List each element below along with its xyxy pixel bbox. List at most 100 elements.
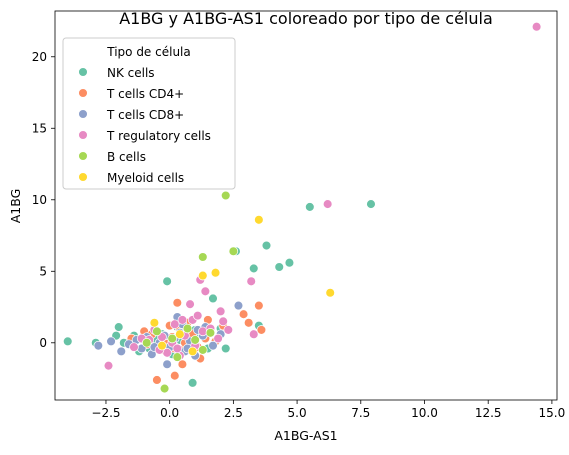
data-point — [274, 262, 284, 272]
series-5 — [149, 215, 335, 357]
data-point — [220, 343, 231, 354]
x-axis: −2.5 0.0 2.5 5.0 7.5 10.0 12.5 15.0 — [91, 400, 565, 420]
data-point — [198, 252, 208, 262]
legend-marker — [78, 88, 88, 98]
legend-label: B cells — [107, 150, 146, 164]
x-tick-label: −2.5 — [91, 406, 120, 420]
data-point — [284, 257, 295, 268]
data-point — [177, 315, 188, 325]
x-tick-label: 2.5 — [224, 406, 243, 420]
data-point — [325, 287, 335, 298]
x-tick-label: 12.5 — [475, 406, 502, 420]
data-point — [261, 240, 272, 251]
legend-label: Myeloid cells — [107, 171, 184, 185]
data-point — [190, 335, 200, 345]
x-tick-label: 0.0 — [160, 406, 179, 420]
data-point — [185, 299, 195, 309]
data-point — [182, 323, 193, 334]
x-tick-label: 7.5 — [351, 406, 370, 420]
data-point — [233, 300, 244, 311]
data-point — [213, 333, 223, 344]
data-point — [208, 293, 218, 304]
legend-marker — [78, 109, 88, 119]
y-tick-label: 10 — [32, 193, 47, 207]
data-point — [62, 336, 73, 347]
data-point — [157, 340, 167, 351]
data-point — [254, 300, 264, 311]
data-point — [210, 267, 221, 278]
data-point — [162, 276, 172, 287]
points-layer — [62, 21, 542, 394]
data-point — [106, 336, 116, 347]
legend-marker — [78, 151, 88, 161]
data-point — [218, 316, 228, 327]
data-point — [238, 309, 249, 319]
data-point — [175, 329, 185, 339]
data-point — [305, 202, 315, 212]
y-tick-label: 15 — [32, 121, 47, 135]
data-point — [152, 326, 162, 337]
data-point — [93, 340, 104, 351]
data-point — [177, 359, 188, 370]
legend-entries: NK cells T cells CD4+ T cells CD8+ T regula… — [78, 66, 211, 185]
data-point — [531, 21, 542, 32]
legend-label: T cells CD8+ — [106, 108, 184, 122]
legend-label: T regulatory cells — [106, 129, 211, 143]
legend: Tipo de célula NK cells T cells CD4+ T cel… — [62, 37, 236, 190]
data-point — [256, 325, 267, 335]
y-axis: 0 5 10 15 20 — [32, 50, 55, 350]
data-point — [322, 199, 333, 209]
legend-box — [62, 37, 236, 190]
y-tick-label: 0 — [39, 336, 47, 350]
data-point — [170, 319, 180, 329]
data-point — [243, 318, 254, 328]
x-tick-label: 15.0 — [539, 406, 566, 420]
data-point — [162, 359, 172, 370]
legend-marker — [78, 130, 88, 140]
legend-marker — [78, 172, 88, 182]
data-point — [249, 329, 259, 339]
data-point — [200, 286, 211, 297]
data-point — [187, 378, 198, 388]
data-point — [198, 270, 208, 281]
data-point — [208, 340, 218, 351]
data-point — [228, 246, 239, 257]
data-point — [116, 346, 126, 357]
data-point — [366, 199, 376, 209]
data-point — [198, 345, 208, 355]
data-point — [246, 276, 256, 287]
data-point — [149, 318, 160, 328]
data-point — [152, 375, 162, 385]
data-point — [172, 298, 183, 308]
x-axis-label: A1BG-AS1 — [274, 428, 337, 443]
data-point — [220, 190, 231, 201]
plot-frame — [54, 10, 558, 401]
chart-title: A1BG y A1BG-AS1 coloreado por tipo de cé… — [119, 9, 493, 28]
data-point — [167, 333, 177, 344]
data-point — [172, 343, 183, 354]
legend-title: Tipo de célula — [106, 45, 191, 59]
data-point — [159, 383, 170, 394]
x-tick-label: 10.0 — [411, 406, 438, 420]
data-point — [254, 215, 264, 225]
data-point — [141, 338, 152, 348]
data-point — [103, 360, 114, 371]
data-point — [215, 306, 226, 317]
legend-marker — [78, 67, 88, 77]
data-point — [249, 263, 259, 274]
data-point — [170, 370, 180, 381]
data-point — [172, 352, 183, 362]
data-point — [223, 325, 234, 335]
data-point — [129, 342, 139, 352]
y-tick-label: 20 — [32, 50, 47, 64]
legend-label: NK cells — [107, 66, 155, 80]
data-point — [187, 346, 198, 357]
legend-label: T cells CD4+ — [106, 87, 184, 101]
data-point — [192, 310, 203, 321]
x-tick-label: 5.0 — [288, 406, 307, 420]
data-point — [205, 328, 216, 338]
y-axis-label: A1BG — [8, 189, 23, 224]
y-tick-label: 5 — [39, 264, 47, 278]
data-point — [113, 322, 124, 332]
